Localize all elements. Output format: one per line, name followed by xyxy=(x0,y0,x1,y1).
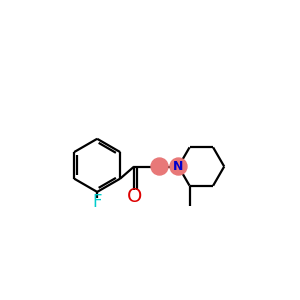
Text: O: O xyxy=(126,187,142,206)
Text: F: F xyxy=(92,193,102,211)
Circle shape xyxy=(170,158,187,175)
Circle shape xyxy=(151,158,168,175)
Text: N: N xyxy=(173,160,184,173)
